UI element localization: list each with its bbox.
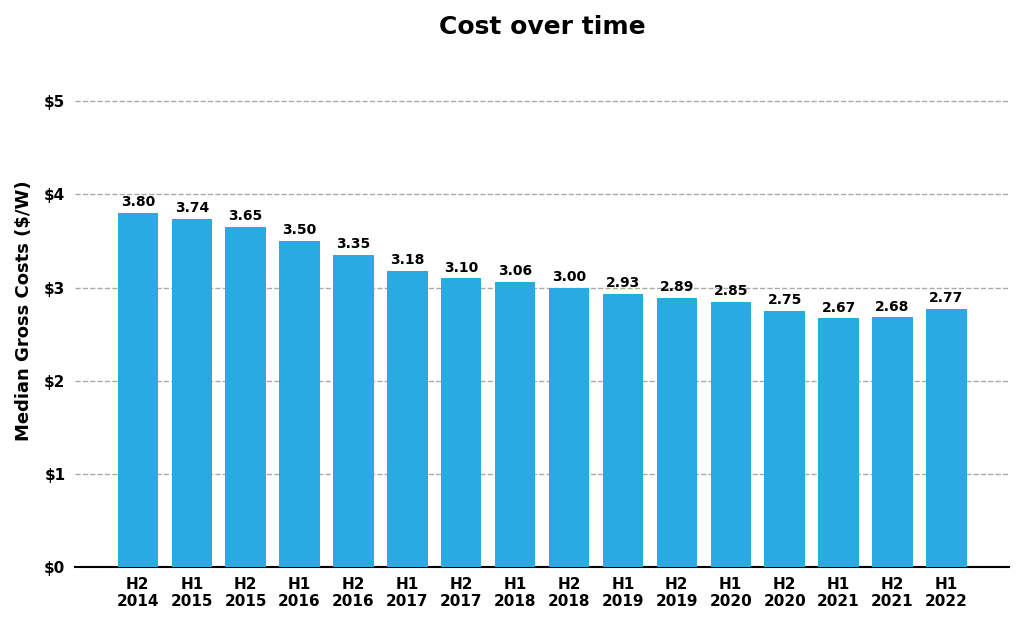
Text: 3.10: 3.10 bbox=[444, 261, 478, 275]
Bar bbox=[711, 301, 751, 567]
Y-axis label: Median Gross Costs ($/W): Median Gross Costs ($/W) bbox=[15, 180, 33, 441]
Text: 2.85: 2.85 bbox=[714, 284, 748, 298]
Text: 3.18: 3.18 bbox=[390, 253, 425, 267]
Bar bbox=[818, 318, 859, 567]
Text: 3.06: 3.06 bbox=[498, 265, 532, 278]
Text: 3.35: 3.35 bbox=[336, 237, 371, 251]
Text: 3.74: 3.74 bbox=[175, 201, 209, 215]
Bar bbox=[549, 288, 589, 567]
Bar bbox=[495, 282, 536, 567]
Bar bbox=[441, 278, 481, 567]
Text: 2.93: 2.93 bbox=[606, 276, 640, 290]
Text: 2.75: 2.75 bbox=[767, 293, 802, 307]
Text: 3.00: 3.00 bbox=[552, 270, 586, 284]
Text: 2.89: 2.89 bbox=[659, 280, 694, 294]
Text: 2.77: 2.77 bbox=[929, 291, 964, 305]
Text: 3.80: 3.80 bbox=[121, 195, 155, 210]
Bar bbox=[118, 213, 158, 567]
Title: Cost over time: Cost over time bbox=[439, 15, 645, 39]
Bar bbox=[387, 271, 428, 567]
Text: 3.50: 3.50 bbox=[283, 223, 316, 237]
Text: 2.68: 2.68 bbox=[876, 300, 909, 314]
Bar bbox=[603, 294, 643, 567]
Bar bbox=[225, 227, 266, 567]
Bar bbox=[333, 255, 374, 567]
Bar bbox=[656, 298, 697, 567]
Bar bbox=[926, 309, 967, 567]
Bar bbox=[280, 241, 319, 567]
Bar bbox=[872, 318, 912, 567]
Bar bbox=[172, 218, 212, 567]
Text: 2.67: 2.67 bbox=[821, 301, 856, 314]
Text: 3.65: 3.65 bbox=[228, 209, 263, 223]
Bar bbox=[765, 311, 805, 567]
